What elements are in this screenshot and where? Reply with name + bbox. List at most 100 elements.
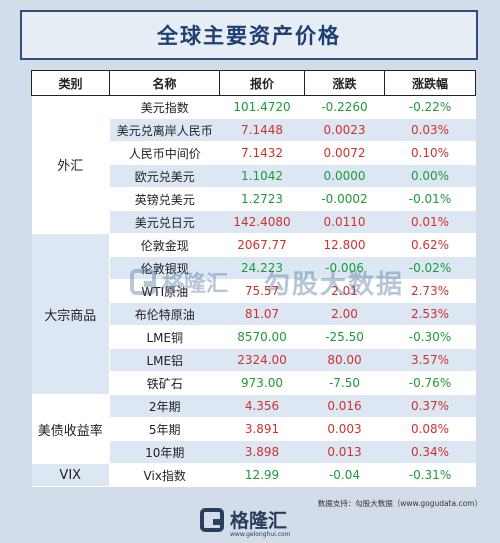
price-cell: 8570.00 (219, 325, 305, 349)
table-row: 5年期 3.891 0.003 0.08% (32, 417, 476, 441)
name-cell: 人民币中间价 (109, 141, 220, 165)
price-cell: 7.1448 (219, 118, 305, 142)
table-row: 美元兑离岸人民币 7.1448 0.0023 0.03% (32, 118, 476, 142)
change-pct-cell: 0.10% (384, 141, 476, 165)
table-row: 外汇 美元指数 101.4720 -0.2260 -0.22% (31, 95, 476, 234)
category-cell: 大宗商品 (31, 233, 110, 395)
change-pct-cell: 0.62% (384, 233, 476, 257)
table-row: 10年期 3.898 0.013 0.34% (32, 440, 476, 464)
table-row: 英镑兑美元 1.2723 -0.0002 -0.01% (32, 187, 476, 211)
table-row: VIX Vix指数 12.99 -0.04 -0.31% (31, 463, 476, 487)
change-cell: -25.50 (304, 325, 385, 349)
change-cell: -0.2260 (304, 95, 385, 119)
change-cell: -7.50 (304, 371, 385, 395)
change-pct-cell: -0.02% (384, 256, 476, 280)
change-pct-cell: 0.37% (384, 394, 476, 418)
table-row: 美债收益率 2年期 4.356 0.016 0.37% (31, 394, 476, 464)
table-row: 伦敦银现 24.223 -0.006 -0.02% (32, 256, 476, 280)
table-row: 大宗商品 伦敦金现 2067.77 12.800 0.62% (31, 233, 476, 395)
header-price: 报价 (219, 70, 305, 96)
name-cell: 美元兑离岸人民币 (109, 118, 220, 142)
name-cell: 英镑兑美元 (109, 187, 220, 211)
price-cell: 24.223 (219, 256, 305, 280)
price-cell: 1.2723 (219, 187, 305, 211)
change-pct-cell: 3.57% (384, 348, 476, 372)
table-row: 欧元兑美元 1.1042 0.0000 0.00% (32, 164, 476, 188)
change-cell: 0.0072 (304, 141, 385, 165)
table-row: WTI原油 75.57 2.01 2.73% (32, 279, 476, 303)
category-cell: 外汇 (31, 95, 110, 234)
price-cell: 7.1432 (219, 141, 305, 165)
header-name: 名称 (109, 70, 220, 96)
price-cell: 3.898 (219, 440, 305, 464)
change-pct-cell: 2.53% (384, 302, 476, 326)
change-cell: 0.0110 (304, 210, 385, 234)
page-title: 全球主要资产价格 (157, 24, 341, 48)
title-banner: 全球主要资产价格 (20, 10, 478, 60)
change-cell: 0.013 (304, 440, 385, 464)
change-pct-cell: -0.22% (384, 95, 476, 119)
change-cell: 2.00 (304, 302, 385, 326)
change-cell: -0.006 (304, 256, 385, 280)
change-pct-cell: 2.73% (384, 279, 476, 303)
change-cell: 0.003 (304, 417, 385, 441)
name-cell: 2年期 (109, 394, 220, 418)
footer-logo: 格隆汇 www.gelonghui.com (200, 506, 291, 538)
table-row: 布伦特原油 81.07 2.00 2.53% (32, 302, 476, 326)
header-category: 类别 (31, 70, 110, 96)
name-cell: 5年期 (109, 417, 220, 441)
asset-price-table: 类别 名称 报价 涨跌 涨跌幅 外汇 美元指数 101.4720 -0.2260 -0.… (31, 70, 476, 487)
category-cell: 美债收益率 (31, 394, 110, 464)
price-cell: 3.891 (219, 417, 305, 441)
change-cell: 12.800 (304, 233, 385, 257)
change-cell: 2.01 (304, 279, 385, 303)
price-cell: 2324.00 (219, 348, 305, 372)
price-cell: 4.356 (219, 394, 305, 418)
table-row: LME铜 8570.00 -25.50 -0.30% (32, 325, 476, 349)
change-cell: 0.0000 (304, 164, 385, 188)
price-cell: 142.4080 (219, 210, 305, 234)
price-cell: 1.1042 (219, 164, 305, 188)
change-pct-cell: -0.30% (384, 325, 476, 349)
name-cell: 铁矿石 (109, 371, 220, 395)
table-body: 外汇 美元指数 101.4720 -0.2260 -0.22% 美元兑离岸人民币 7.144… (31, 95, 476, 487)
change-pct-cell: 0.03% (384, 118, 476, 142)
name-cell: LME铝 (109, 348, 220, 372)
name-cell: LME铜 (109, 325, 220, 349)
change-cell: 0.0023 (304, 118, 385, 142)
table-row: 人民币中间价 7.1432 0.0072 0.10% (32, 141, 476, 165)
table-row: 铁矿石 973.00 -7.50 -0.76% (32, 371, 476, 395)
header-change-pct: 涨跌幅 (384, 70, 476, 96)
name-cell: 伦敦银现 (109, 256, 220, 280)
footer-domain: www.gelonghui.com (230, 531, 291, 538)
price-cell: 75.57 (219, 279, 305, 303)
price-cell: 81.07 (219, 302, 305, 326)
change-pct-cell: 0.01% (384, 210, 476, 234)
change-cell: 80.00 (304, 348, 385, 372)
price-cell: 2067.77 (219, 233, 305, 257)
change-pct-cell: -0.31% (384, 463, 476, 487)
name-cell: 10年期 (109, 440, 220, 464)
footer-brand: 格隆汇 (230, 510, 288, 532)
price-cell: 101.4720 (219, 95, 305, 119)
name-cell: 美元兑日元 (109, 210, 220, 234)
data-source: 数据支持：勾股大数据（www.gogudata.com） (317, 499, 482, 508)
name-cell: 伦敦金现 (109, 233, 220, 257)
category-cell: VIX (31, 463, 110, 487)
price-cell: 973.00 (219, 371, 305, 395)
change-cell: -0.04 (304, 463, 385, 487)
change-cell: 0.016 (304, 394, 385, 418)
table-row: 美元兑日元 142.4080 0.0110 0.01% (32, 210, 476, 234)
name-cell: WTI原油 (109, 279, 220, 303)
gelonghui-logo-icon (200, 507, 224, 532)
name-cell: 欧元兑美元 (109, 164, 220, 188)
change-pct-cell: 0.08% (384, 417, 476, 441)
name-cell: 布伦特原油 (109, 302, 220, 326)
change-pct-cell: -0.76% (384, 371, 476, 395)
name-cell: 美元指数 (109, 95, 220, 119)
change-cell: -0.0002 (304, 187, 385, 211)
table-header-row: 类别 名称 报价 涨跌 涨跌幅 (31, 70, 476, 96)
change-pct-cell: -0.01% (384, 187, 476, 211)
price-cell: 12.99 (219, 463, 305, 487)
name-cell: Vix指数 (109, 463, 220, 487)
